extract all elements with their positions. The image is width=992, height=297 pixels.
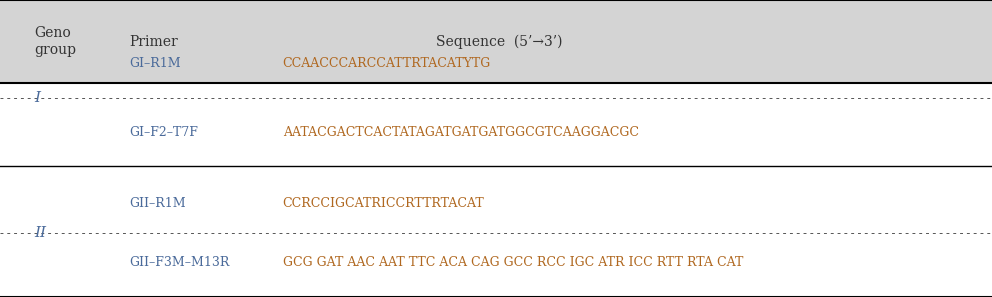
- Text: Sequence  (5’→3’): Sequence (5’→3’): [436, 34, 563, 49]
- Text: GI–R1M: GI–R1M: [129, 57, 181, 70]
- Text: I: I: [35, 91, 41, 105]
- Text: GII–F3M–M13R: GII–F3M–M13R: [129, 256, 229, 269]
- Text: II: II: [35, 226, 47, 240]
- Text: Primer: Primer: [129, 34, 178, 49]
- Text: GII–R1M: GII–R1M: [129, 197, 186, 210]
- Text: Geno
group: Geno group: [35, 26, 76, 57]
- Text: GI–F2–T7F: GI–F2–T7F: [129, 126, 197, 139]
- FancyBboxPatch shape: [0, 0, 992, 83]
- Text: CCRCCIGCATRICCRTTRTACAT: CCRCCIGCATRICCRTTRTACAT: [283, 197, 484, 210]
- Text: GCG GAT AAC AAT TTC ACA CAG GCC RCC IGC ATR ICC RTT RTA CAT: GCG GAT AAC AAT TTC ACA CAG GCC RCC IGC …: [283, 256, 743, 269]
- Text: AATACGACTCACTATAGATGATGATGGCGTCAAGGACGC: AATACGACTCACTATAGATGATGATGGCGTCAAGGACGC: [283, 126, 639, 139]
- Text: CCAACCCARCCATTRTACATYTG: CCAACCCARCCATTRTACATYTG: [283, 57, 491, 70]
